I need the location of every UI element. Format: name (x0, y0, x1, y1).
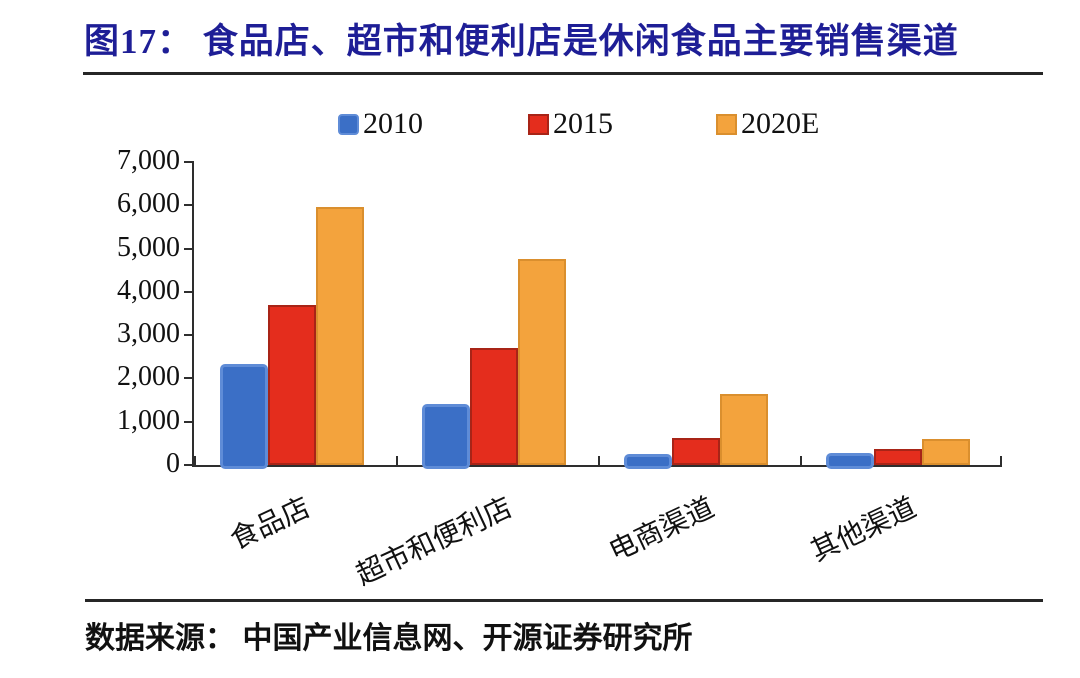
x-category-label: 其他渠道 (806, 492, 922, 568)
bar-2020E-电商渠道 (720, 394, 768, 465)
bar-2015-食品店 (268, 304, 316, 465)
bar-2020E-食品店 (316, 206, 364, 465)
legend-item-2015: 2015 (528, 108, 613, 140)
y-tick-label: 7,000 (117, 145, 180, 176)
title-divider (83, 72, 1043, 75)
y-tick-label: 2,000 (117, 361, 180, 393)
data-source: 数据来源： 中国产业信息网、开源证券研究所 (85, 622, 693, 655)
bar-2010-食品店 (220, 364, 268, 469)
y-tick-label: 4,000 (117, 274, 180, 306)
y-tick-label: 6,000 (117, 188, 180, 220)
y-tick (184, 247, 194, 250)
chart-legend: 2010 2015 2020E (0, 108, 1080, 140)
legend-label: 2015 (553, 107, 613, 140)
y-tick (184, 334, 194, 337)
page-title: 图17： 食品店、超市和便利店是休闲食品主要销售渠道 (84, 22, 959, 61)
bar-2010-电商渠道 (624, 453, 672, 469)
x-tick (194, 456, 196, 465)
y-tick (184, 290, 194, 293)
x-tick (598, 456, 600, 465)
legend-label: 2020E (741, 107, 820, 140)
y-tick (184, 420, 194, 423)
bar-2015-电商渠道 (672, 438, 720, 465)
x-category-label: 电商渠道 (604, 492, 720, 568)
bar-2020E-其他渠道 (922, 439, 970, 465)
y-tick (184, 464, 194, 466)
x-category-label: 超市和便利店 (351, 492, 518, 592)
y-tick (184, 377, 194, 380)
x-tick (396, 456, 398, 465)
x-tick (1000, 456, 1002, 465)
x-tick (800, 456, 802, 465)
legend-item-2020E: 2020E (716, 108, 819, 140)
y-tick (184, 204, 194, 207)
legend-swatch-icon (338, 113, 359, 135)
y-tick-label: 0 (166, 448, 180, 479)
x-category-label: 食品店 (225, 492, 316, 556)
source-divider (85, 599, 1043, 602)
bar-2020E-超市和便利店 (518, 259, 566, 465)
y-tick-label: 5,000 (117, 231, 180, 263)
legend-item-2010: 2010 (338, 108, 423, 140)
bar-2015-超市和便利店 (470, 348, 518, 465)
y-tick-label: 3,000 (117, 318, 180, 350)
y-tick (184, 161, 194, 163)
bar-2015-其他渠道 (874, 448, 922, 465)
legend-label: 2010 (363, 107, 423, 140)
y-tick-label: 1,000 (117, 404, 180, 436)
bar-2010-超市和便利店 (422, 404, 470, 469)
bar-2010-其他渠道 (826, 452, 874, 469)
legend-swatch-icon (528, 113, 549, 135)
legend-swatch-icon (716, 113, 737, 135)
plot-area (184, 161, 1002, 469)
